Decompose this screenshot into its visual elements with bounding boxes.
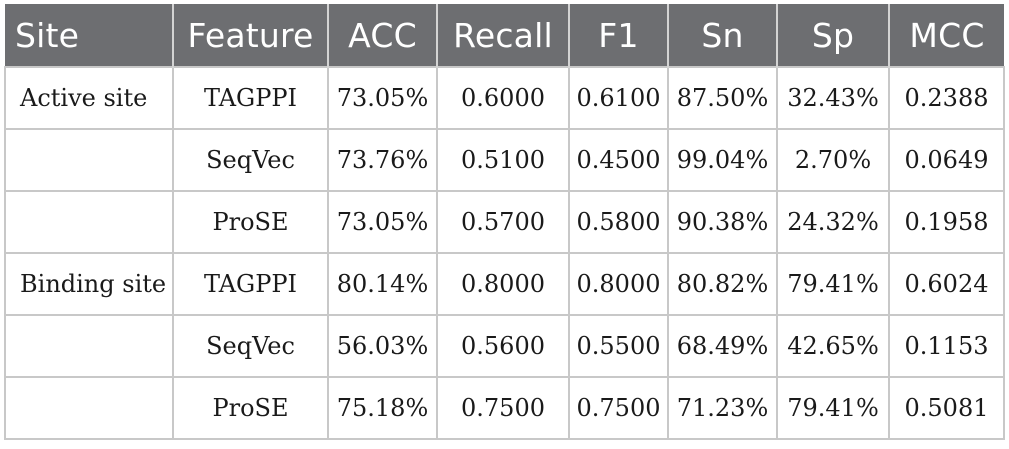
cell-feature: SeqVec bbox=[172, 314, 329, 378]
cell-sn: 71.23% bbox=[667, 376, 778, 440]
cell-mcc: 0.1153 bbox=[888, 314, 1005, 378]
cell-mcc: 0.0649 bbox=[888, 128, 1005, 192]
table-row: Binding site TAGPPI 80.14% 0.8000 0.8000… bbox=[4, 252, 1005, 316]
cell-mcc: 0.1958 bbox=[888, 190, 1005, 254]
cell-acc: 75.18% bbox=[327, 376, 438, 440]
table-row: SeqVec 73.76% 0.5100 0.4500 99.04% 2.70%… bbox=[4, 128, 1005, 192]
header-feature: Feature bbox=[173, 4, 329, 67]
header-mcc: MCC bbox=[889, 4, 1004, 67]
cell-f1: 0.4500 bbox=[568, 128, 669, 192]
header-site: Site bbox=[5, 4, 174, 67]
table-row: Active site TAGPPI 73.05% 0.6000 0.6100 … bbox=[4, 66, 1005, 130]
cell-feature: ProSE bbox=[172, 190, 329, 254]
table-row: ProSE 73.05% 0.5700 0.5800 90.38% 24.32%… bbox=[4, 190, 1005, 254]
cell-site bbox=[4, 376, 174, 440]
cell-sp: 2.70% bbox=[776, 128, 890, 192]
cell-sn: 87.50% bbox=[667, 66, 778, 130]
cell-sp: 24.32% bbox=[776, 190, 890, 254]
cell-recall: 0.7500 bbox=[436, 376, 570, 440]
cell-site: Binding site bbox=[4, 252, 174, 316]
cell-recall: 0.5100 bbox=[436, 128, 570, 192]
header-sn: Sn bbox=[668, 4, 778, 67]
cell-f1: 0.7500 bbox=[568, 376, 669, 440]
cell-f1: 0.5500 bbox=[568, 314, 669, 378]
cell-site bbox=[4, 128, 174, 192]
cell-sp: 32.43% bbox=[776, 66, 890, 130]
header-row: Site Feature ACC Recall F1 Sn Sp MCC bbox=[5, 4, 1004, 67]
header-acc: ACC bbox=[328, 4, 438, 67]
cell-feature: TAGPPI bbox=[172, 66, 329, 130]
cell-mcc: 0.5081 bbox=[888, 376, 1005, 440]
cell-acc: 73.76% bbox=[327, 128, 438, 192]
cell-acc: 56.03% bbox=[327, 314, 438, 378]
cell-f1: 0.6100 bbox=[568, 66, 669, 130]
header-sp: Sp bbox=[777, 4, 890, 67]
cell-recall: 0.6000 bbox=[436, 66, 570, 130]
cell-mcc: 0.6024 bbox=[888, 252, 1005, 316]
cell-sn: 90.38% bbox=[667, 190, 778, 254]
cell-feature: TAGPPI bbox=[172, 252, 329, 316]
cell-sp: 42.65% bbox=[776, 314, 890, 378]
table-row: ProSE 75.18% 0.7500 0.7500 71.23% 79.41%… bbox=[4, 376, 1005, 440]
cell-acc: 80.14% bbox=[327, 252, 438, 316]
cell-mcc: 0.2388 bbox=[888, 66, 1005, 130]
results-table: Site Feature ACC Recall F1 Sn Sp MCC Act… bbox=[4, 4, 1005, 440]
header-recall: Recall bbox=[437, 4, 570, 67]
cell-sn: 99.04% bbox=[667, 128, 778, 192]
cell-sn: 68.49% bbox=[667, 314, 778, 378]
header-f1: F1 bbox=[569, 4, 669, 67]
cell-sn: 80.82% bbox=[667, 252, 778, 316]
cell-f1: 0.8000 bbox=[568, 252, 669, 316]
table-row: SeqVec 56.03% 0.5600 0.5500 68.49% 42.65… bbox=[4, 314, 1005, 378]
cell-feature: SeqVec bbox=[172, 128, 329, 192]
cell-recall: 0.5700 bbox=[436, 190, 570, 254]
cell-acc: 73.05% bbox=[327, 190, 438, 254]
cell-f1: 0.5800 bbox=[568, 190, 669, 254]
cell-acc: 73.05% bbox=[327, 66, 438, 130]
cell-site bbox=[4, 190, 174, 254]
cell-recall: 0.8000 bbox=[436, 252, 570, 316]
cell-site bbox=[4, 314, 174, 378]
cell-sp: 79.41% bbox=[776, 376, 890, 440]
cell-recall: 0.5600 bbox=[436, 314, 570, 378]
cell-site: Active site bbox=[4, 66, 174, 130]
cell-sp: 79.41% bbox=[776, 252, 890, 316]
cell-feature: ProSE bbox=[172, 376, 329, 440]
